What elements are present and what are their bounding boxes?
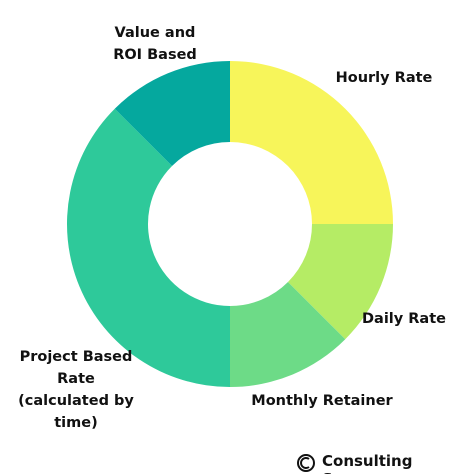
logo — [297, 454, 315, 472]
slice-label: Hourly Rate — [335, 70, 433, 86]
slice-label: Monthly Retainer — [251, 393, 393, 409]
logo-mark — [300, 457, 310, 469]
slice — [66, 108, 230, 388]
slice-label: Daily Rate — [362, 311, 446, 327]
slice — [114, 61, 230, 167]
slice-label: Project Based Rate (calculated by time) — [18, 349, 134, 431]
slice — [230, 61, 393, 224]
slices — [66, 61, 393, 388]
slice — [287, 224, 393, 340]
slice — [230, 281, 346, 387]
slice-label: Value and ROI Based — [113, 25, 197, 63]
footer: Consulting Success — [322, 452, 413, 474]
